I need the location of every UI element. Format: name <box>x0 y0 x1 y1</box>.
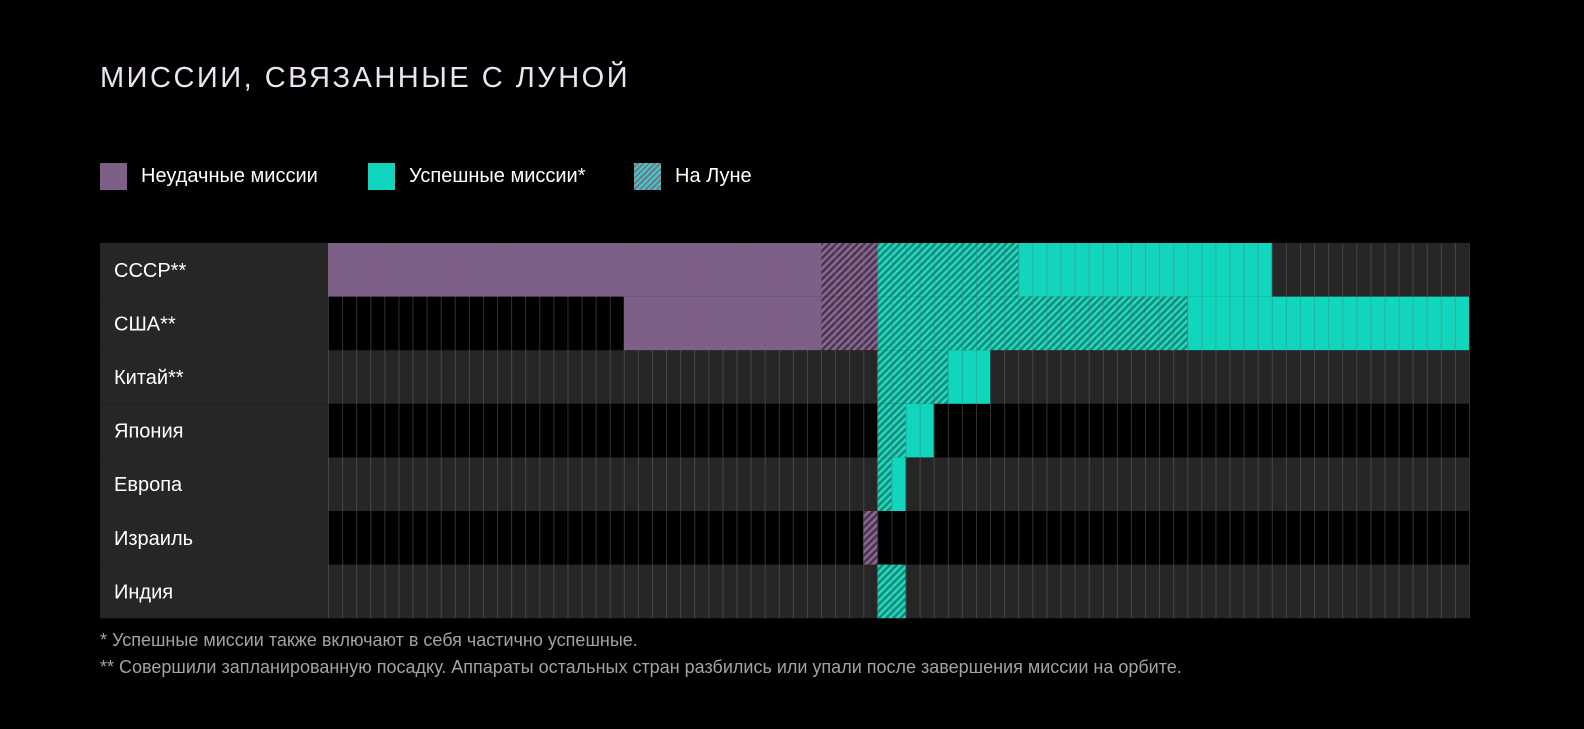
chart-title: МИССИИ, СВЯЗАННЫЕ С ЛУНОЙ <box>100 62 631 94</box>
row-label: СССР** <box>114 260 186 282</box>
legend-label-success: Успешные миссии* <box>409 164 586 187</box>
legend-item-on-moon: На Луне <box>634 162 752 190</box>
bar-failed <box>623 296 822 351</box>
row-label-cell <box>100 350 328 404</box>
bar-failed <box>328 243 822 297</box>
bar-success-on-moon <box>877 243 1019 297</box>
row-label: Европа <box>114 474 183 496</box>
bar-failed-on-moon <box>863 511 878 565</box>
row-background <box>100 457 1469 511</box>
bar-success-on-moon <box>877 403 906 458</box>
bar-success-on-moon <box>877 457 892 511</box>
row-background <box>100 403 1469 458</box>
legend-label-on-moon: На Луне <box>675 164 752 187</box>
row-label-cell <box>100 403 328 458</box>
row-label-cell <box>100 457 328 511</box>
footnote-landing-note: ** Совершили запланированную посадку. Ап… <box>100 657 1182 677</box>
bar-failed-on-moon <box>821 243 878 297</box>
row-label-cell <box>100 296 328 351</box>
bar-success <box>905 403 934 458</box>
row-label: Китай** <box>114 367 184 389</box>
bar-success <box>947 350 991 404</box>
row-label: США** <box>114 313 176 335</box>
legend-swatch-success <box>368 162 395 190</box>
bar-success <box>1187 296 1469 351</box>
bar-success-on-moon <box>877 296 1188 351</box>
bar-success-on-moon <box>877 350 948 404</box>
bar-success <box>891 457 906 511</box>
row-label-cell <box>100 564 328 619</box>
bar-success-on-moon <box>877 564 906 619</box>
row-label: Япония <box>114 421 183 443</box>
row-background <box>100 350 1469 404</box>
bar-success <box>1018 243 1272 297</box>
footnote-success-note: * Успешные миссии также включают в себя … <box>100 630 638 650</box>
row-label-cell <box>100 243 328 297</box>
row-label: Израиль <box>114 528 193 550</box>
legend-swatch-on-moon <box>634 162 661 190</box>
legend-label-failed: Неудачные миссии <box>141 164 318 187</box>
row-label-cell <box>100 511 328 565</box>
legend-item-success: Успешные миссии* <box>368 162 586 190</box>
row-background <box>100 564 1469 619</box>
row-background <box>100 511 1469 565</box>
missions-chart: СССР** США** Китай** Япония Европа Израиль Инд… <box>100 243 1470 619</box>
legend-item-failed: Неудачные миссии <box>100 162 318 190</box>
bar-failed-on-moon <box>821 296 878 351</box>
row-label: Индия <box>114 581 173 603</box>
legend-swatch-failed <box>100 162 127 190</box>
